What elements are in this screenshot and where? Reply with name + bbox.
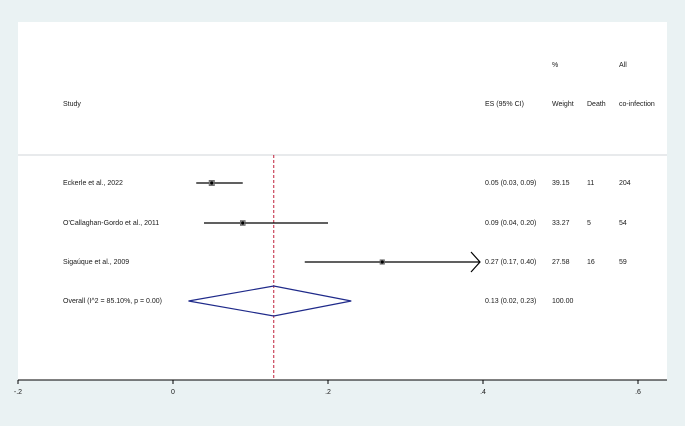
x-tick-label: 0 xyxy=(171,389,175,396)
header-weight: Weight xyxy=(552,101,574,108)
ci-truncation-arrow xyxy=(470,251,481,273)
header-weight-percent: % xyxy=(552,62,558,69)
death-count: 16 xyxy=(587,259,595,266)
point-estimate xyxy=(380,260,384,264)
co-infection-count: 54 xyxy=(619,220,627,227)
overall-weight-value: 100.00 xyxy=(552,298,574,305)
co-infection-count: 204 xyxy=(619,180,631,187)
co-infection-count: 59 xyxy=(619,259,627,266)
overall-es-ci-value: 0.13 (0.02, 0.23) xyxy=(485,298,536,305)
x-tick-label: .2 xyxy=(325,389,331,396)
overall-diamond xyxy=(188,285,352,317)
point-estimate xyxy=(241,221,245,225)
es-ci-value: 0.05 (0.03, 0.09) xyxy=(485,180,536,187)
es-ci-value: 0.27 (0.17, 0.40) xyxy=(485,259,536,266)
study-rows: Eckerle et al., 2022 0.05 (0.03, 0.09) 39.… xyxy=(63,180,631,317)
death-count: 5 xyxy=(587,220,591,227)
header-death: Death xyxy=(587,101,606,108)
x-tick-label: .6 xyxy=(635,389,641,396)
es-ci-value: 0.09 (0.04, 0.20) xyxy=(485,220,536,227)
death-count: 11 xyxy=(587,180,594,187)
weight-value: 33.27 xyxy=(552,220,570,227)
x-tick-label: .4 xyxy=(480,389,486,396)
overall-label: Overall (I^2 = 85.10%, p = 0.00) xyxy=(63,298,162,305)
study-label: Sigaúque et al., 2009 xyxy=(63,259,129,266)
weight-value: 39.15 xyxy=(552,180,570,187)
study-label: Eckerle et al., 2022 xyxy=(63,180,123,187)
point-estimate xyxy=(210,181,214,185)
header-co-infection: co-infection xyxy=(619,101,655,108)
weight-value: 27.58 xyxy=(552,259,570,266)
plot-panel xyxy=(18,22,667,380)
header-study: Study xyxy=(63,101,81,108)
header-all: All xyxy=(619,62,627,69)
x-tick-label: -.2 xyxy=(14,389,22,396)
header-es-ci: ES (95% CI) xyxy=(485,101,524,108)
study-label: O'Callaghan-Gordo et al., 2011 xyxy=(63,220,159,227)
x-axis-ticks: -.2 0 .2 .4 .6 xyxy=(14,380,641,396)
